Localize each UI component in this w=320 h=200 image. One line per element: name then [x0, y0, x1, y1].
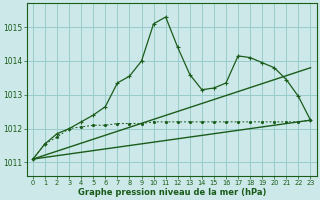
X-axis label: Graphe pression niveau de la mer (hPa): Graphe pression niveau de la mer (hPa): [77, 188, 266, 197]
